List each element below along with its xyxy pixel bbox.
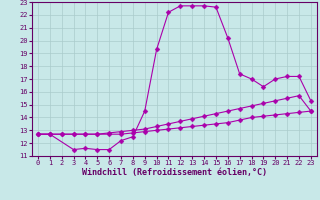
X-axis label: Windchill (Refroidissement éolien,°C): Windchill (Refroidissement éolien,°C) [82, 168, 267, 177]
